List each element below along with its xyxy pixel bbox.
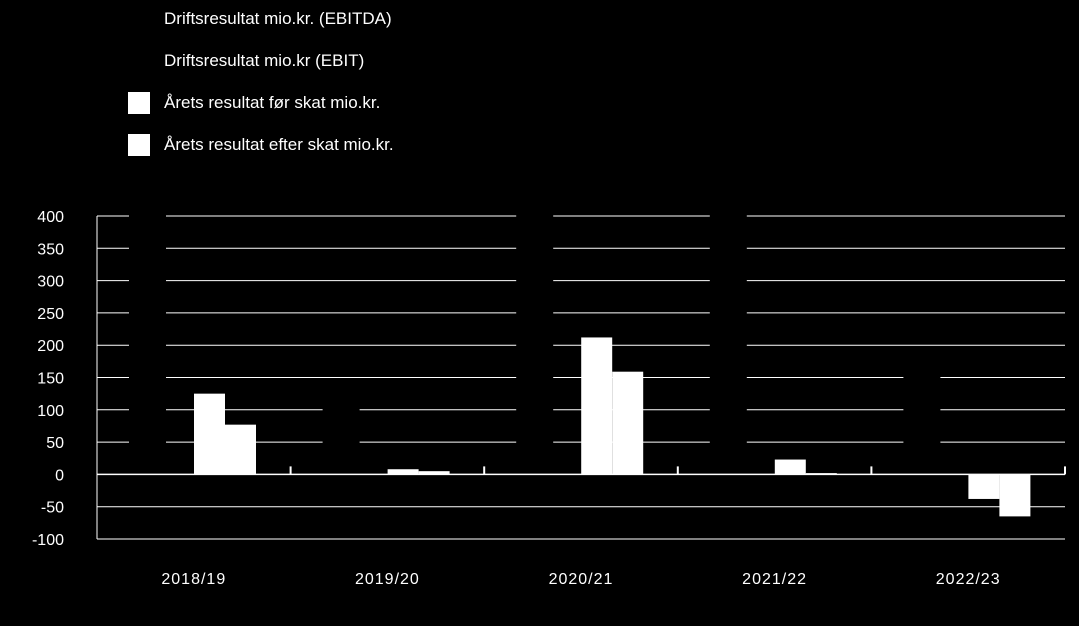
y-tick-label: -50 — [41, 500, 64, 517]
bar-2021-22-s2 — [774, 459, 806, 475]
y-tick-label: 100 — [37, 403, 64, 420]
chart-legend: Driftsresultat mio.kr. (EBITDA) Driftsre… — [128, 8, 394, 176]
y-tick-label: 400 — [37, 209, 64, 226]
bar-2020-21-s2 — [581, 337, 613, 475]
legend-item-ebit: Driftsresultat mio.kr (EBIT) — [128, 50, 394, 72]
y-tick-label: 250 — [37, 306, 64, 323]
bar-2018-19-s3 — [225, 424, 256, 475]
legend-swatch-pretax — [128, 92, 150, 114]
y-tick-label: 150 — [37, 371, 64, 388]
y-tick-label: -100 — [32, 532, 64, 549]
y-tick-label: 350 — [37, 241, 64, 258]
bar-2022-23-s3 — [999, 474, 1031, 517]
y-tick-label: 0 — [55, 467, 64, 484]
legend-item-pretax: Årets resultat før skat mio.kr. — [128, 92, 394, 114]
x-tick-label: 2018/19 — [161, 571, 226, 588]
x-tick-label: 2022/23 — [936, 571, 1001, 588]
legend-label-aftertax: Årets resultat efter skat mio.kr. — [164, 135, 394, 154]
bar-2022-23-s2 — [968, 474, 1000, 499]
x-tick-label: 2019/20 — [355, 571, 420, 588]
legend-swatch-aftertax — [128, 134, 150, 156]
legend-label-pretax: Årets resultat før skat mio.kr. — [164, 93, 381, 112]
bar-2019-20-s2 — [387, 469, 419, 475]
legend-label-ebitda: Driftsresultat mio.kr. (EBITDA) — [164, 9, 392, 28]
bar-2018-19-s2 — [194, 393, 225, 475]
bar-2019-20-s3 — [418, 471, 450, 475]
y-tick-label: 200 — [37, 338, 64, 355]
y-tick-label: 50 — [46, 435, 64, 452]
x-tick-label: 2021/22 — [742, 571, 807, 588]
x-tick-label: 2020/21 — [549, 571, 614, 588]
legend-item-ebitda: Driftsresultat mio.kr. (EBITDA) — [128, 8, 394, 30]
legend-item-aftertax: Årets resultat efter skat mio.kr. — [128, 134, 394, 156]
legend-label-ebit: Driftsresultat mio.kr (EBIT) — [164, 51, 365, 70]
bar-2020-21-s3 — [612, 371, 644, 475]
y-tick-label: 300 — [37, 274, 64, 291]
